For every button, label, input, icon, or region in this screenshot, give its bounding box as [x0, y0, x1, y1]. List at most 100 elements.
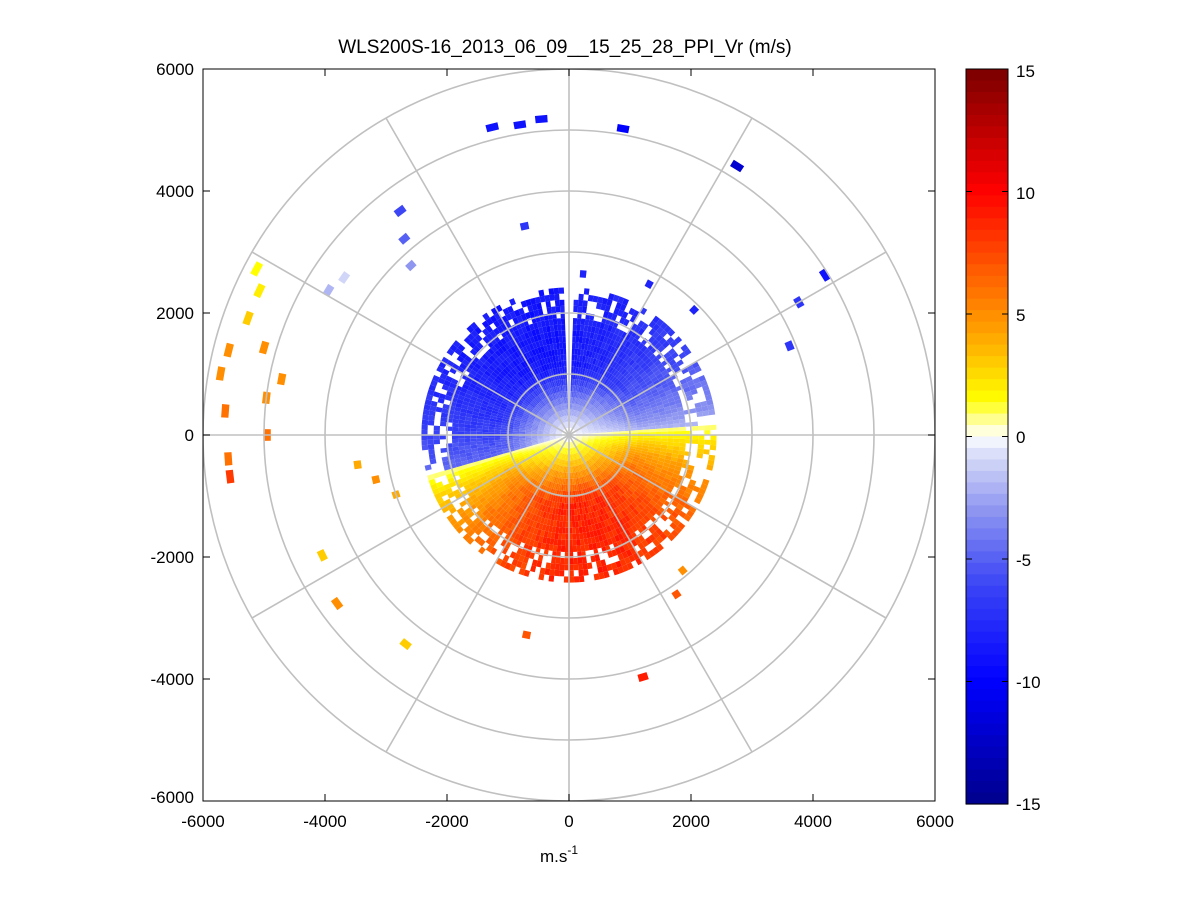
velocity-cell [598, 474, 604, 481]
velocity-cell [609, 353, 616, 360]
velocity-cell [503, 397, 510, 403]
velocity-cell [624, 391, 631, 397]
velocity-cell [544, 450, 550, 456]
velocity-cell [474, 334, 483, 342]
velocity-cell [492, 407, 500, 412]
velocity-cell [508, 464, 516, 470]
velocity-cell [537, 554, 544, 562]
y-axis-tick-labels: 6000 4000 2000 0 -2000 -4000 -6000 [151, 60, 194, 807]
velocity-cell [677, 522, 686, 530]
velocity-cell [588, 493, 593, 500]
velocity-cell [502, 486, 510, 493]
velocity-cell [493, 327, 501, 336]
velocity-cell [472, 487, 480, 494]
velocity-cell [474, 460, 481, 466]
velocity-cell [510, 516, 517, 524]
velocity-cell [558, 330, 563, 337]
velocity-cell [618, 525, 625, 533]
velocity-cell [524, 411, 531, 416]
velocity-cell [544, 440, 551, 443]
velocity-cell [590, 479, 596, 486]
velocity-cell [531, 349, 537, 356]
velocity-cell [572, 454, 575, 461]
velocity-cell [585, 468, 590, 475]
velocity-cell [664, 474, 672, 481]
scattered-return [330, 596, 344, 611]
velocity-cell [443, 379, 451, 387]
velocity-cell [646, 493, 654, 500]
velocity-cell [541, 504, 546, 512]
velocity-cell [499, 560, 507, 568]
velocity-cell [516, 315, 523, 323]
velocity-cell [467, 529, 475, 537]
velocity-cell [525, 518, 532, 526]
velocity-cell [537, 437, 544, 440]
velocity-cell [553, 464, 558, 471]
velocity-cell [580, 450, 585, 456]
velocity-cell [482, 509, 490, 517]
colorbar-band [966, 666, 1008, 679]
velocity-cell [578, 421, 583, 426]
velocity-cell [547, 445, 553, 450]
velocity-cell [654, 444, 662, 448]
velocity-cell [648, 467, 655, 473]
velocity-cell [514, 421, 521, 425]
velocity-cell [573, 440, 578, 446]
velocity-cell [578, 420, 583, 426]
velocity-cell [637, 475, 644, 481]
colorbar-band [966, 390, 1008, 403]
velocity-cell [545, 351, 550, 358]
velocity-cell [629, 510, 637, 518]
velocity-cell [564, 460, 567, 467]
velocity-cell [593, 401, 599, 407]
velocity-cell [616, 364, 623, 372]
scattered-return [616, 124, 630, 134]
velocity-cell [571, 422, 574, 428]
velocity-cell [678, 446, 686, 452]
velocity-cell [454, 406, 462, 412]
velocity-cell [533, 457, 540, 462]
velocity-cell [571, 448, 574, 455]
velocity-cell [597, 459, 603, 465]
velocity-cell [596, 460, 602, 466]
velocity-cell [453, 414, 460, 420]
velocity-cell [538, 411, 544, 417]
velocity-cell [500, 474, 508, 480]
velocity-cell [529, 402, 536, 408]
velocity-cell [469, 481, 477, 488]
velocity-cell [604, 506, 610, 513]
velocity-cell [571, 441, 574, 448]
velocity-cell [434, 492, 442, 500]
velocity-cell [500, 484, 508, 491]
velocity-cell [537, 438, 544, 441]
velocity-cell [453, 410, 461, 416]
velocity-cell [531, 494, 537, 501]
colorbar-band [966, 516, 1008, 529]
x-tick-label: -4000 [303, 812, 346, 831]
velocity-cell [668, 514, 676, 522]
velocity-cell [565, 421, 568, 428]
velocity-cell [537, 412, 544, 418]
velocity-cell [513, 496, 520, 504]
velocity-cell [579, 532, 584, 540]
velocity-cell [594, 431, 601, 434]
velocity-cell [564, 391, 567, 398]
velocity-cell [614, 328, 621, 336]
velocity-cell [574, 416, 577, 423]
velocity-cell [563, 503, 567, 510]
velocity-cell [570, 378, 573, 386]
velocity-cell [490, 307, 499, 315]
velocity-cell [621, 466, 629, 472]
velocity-cell [605, 424, 612, 428]
velocity-cell [661, 369, 669, 377]
velocity-cell [520, 313, 527, 321]
velocity-cell [430, 379, 438, 387]
velocity-cell [485, 536, 493, 545]
velocity-cell [609, 450, 616, 454]
velocity-cell [573, 460, 576, 467]
velocity-cell [564, 415, 567, 422]
velocity-cell [578, 464, 582, 471]
velocity-cell [572, 545, 578, 552]
velocity-cell [557, 324, 562, 331]
x-tick-label: 6000 [916, 812, 954, 831]
